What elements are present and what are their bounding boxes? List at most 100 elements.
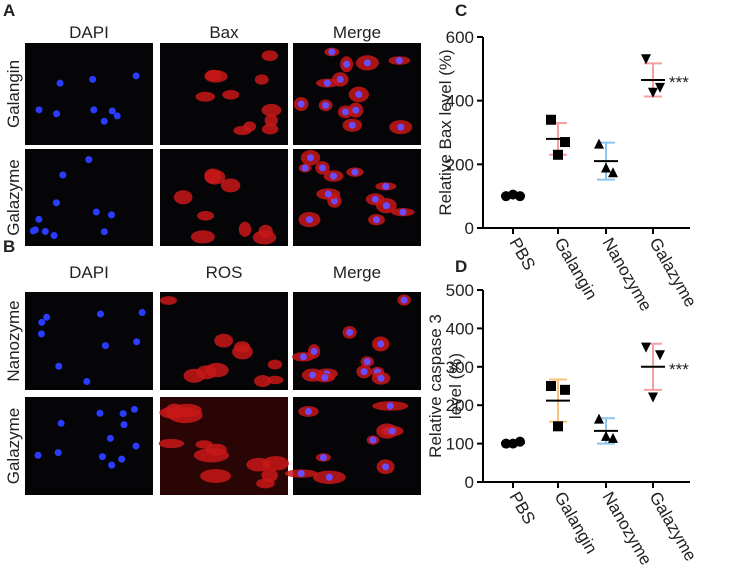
column-header: DAPI <box>69 263 109 282</box>
x-tick-label: Galazyme <box>646 235 701 311</box>
nucleus <box>399 208 407 216</box>
panel-label: C <box>455 1 467 20</box>
cell <box>205 443 227 456</box>
data-point <box>655 82 665 93</box>
nucleus <box>377 374 385 382</box>
cell <box>254 375 272 387</box>
nucleus <box>319 453 327 461</box>
nucleus <box>395 57 403 65</box>
nucleus <box>352 106 360 114</box>
nucleus <box>59 171 67 179</box>
nucleus <box>35 215 43 223</box>
nucleus <box>92 208 100 216</box>
nucleus <box>343 60 351 68</box>
nucleus <box>53 110 61 118</box>
significance: *** <box>669 360 689 379</box>
nucleus <box>34 451 42 459</box>
nucleus <box>336 75 344 83</box>
nucleus <box>397 123 405 131</box>
micrograph <box>25 397 153 495</box>
nucleus <box>363 59 371 67</box>
nucleus <box>90 106 98 114</box>
y-tick-label: 500 <box>446 281 474 300</box>
x-tick-label: PBS <box>506 489 539 528</box>
nucleus <box>118 455 126 463</box>
y-tick-label: 100 <box>446 435 474 454</box>
y-tick-label: 400 <box>446 92 474 111</box>
nucleus <box>56 79 64 87</box>
panel-label: B <box>3 237 15 256</box>
nucleus <box>351 168 359 176</box>
nucleus <box>330 172 338 180</box>
row-label: Galangin <box>4 60 23 128</box>
nucleus <box>360 368 368 376</box>
row-label: Nanozyme <box>4 300 23 381</box>
nucleus <box>348 121 356 129</box>
column-header: Merge <box>333 23 381 42</box>
y-tick-label: 200 <box>446 155 474 174</box>
cell <box>233 125 252 136</box>
x-tick-label: PBS <box>506 235 539 274</box>
nucleus <box>138 308 146 316</box>
cell <box>158 438 185 449</box>
y-tick-label: 400 <box>446 319 474 338</box>
significance: *** <box>669 73 689 92</box>
y-tick-label: 0 <box>465 219 474 238</box>
data-point <box>608 432 618 443</box>
x-tick-label: Galangin <box>551 235 601 303</box>
nucleus <box>31 226 39 234</box>
nucleus <box>108 461 116 469</box>
nucleus <box>299 353 307 361</box>
cell <box>232 344 253 360</box>
nucleus <box>113 112 121 120</box>
y-tick-label: 300 <box>446 358 474 377</box>
nucleus <box>41 227 49 235</box>
nucleus <box>107 211 115 219</box>
nucleus <box>325 473 333 481</box>
nucleus <box>98 453 106 461</box>
cell <box>267 375 284 385</box>
data-point <box>560 384 570 395</box>
micrograph <box>25 292 153 390</box>
nucleus <box>341 108 349 116</box>
x-tick-label: Galazyme <box>646 489 701 565</box>
column-header: Merge <box>333 263 381 282</box>
y-axis-label: level (%) <box>446 353 465 419</box>
nucleus <box>106 434 114 442</box>
y-tick-label: 0 <box>465 473 474 492</box>
column-header: ROS <box>206 263 243 282</box>
data-point <box>546 114 556 125</box>
nucleus <box>323 79 331 87</box>
nucleus <box>133 338 141 346</box>
nucleus <box>372 216 380 224</box>
nucleus <box>55 362 63 370</box>
cell <box>173 190 193 205</box>
y-tick-label: 600 <box>446 28 474 47</box>
cell <box>267 359 283 370</box>
cell <box>195 91 215 102</box>
data-point <box>553 421 563 432</box>
nucleus <box>57 419 65 427</box>
nucleus <box>108 107 116 115</box>
nucleus <box>38 318 46 326</box>
nucleus <box>388 427 396 435</box>
nucleus <box>297 100 305 108</box>
cell <box>261 50 278 62</box>
cell <box>159 296 177 305</box>
nucleus <box>328 48 336 56</box>
cell <box>264 114 279 127</box>
nucleus <box>369 436 377 444</box>
row-label: Galazyme <box>4 408 23 485</box>
data-point <box>641 342 651 353</box>
nucleus <box>50 231 58 239</box>
cell <box>256 478 275 489</box>
nucleus <box>371 195 379 203</box>
nucleus <box>377 340 385 348</box>
nucleus <box>120 421 128 429</box>
cell <box>204 168 222 184</box>
column-header: Bax <box>209 23 239 42</box>
cell <box>172 403 202 417</box>
nucleus <box>119 410 127 418</box>
cell <box>205 69 222 82</box>
